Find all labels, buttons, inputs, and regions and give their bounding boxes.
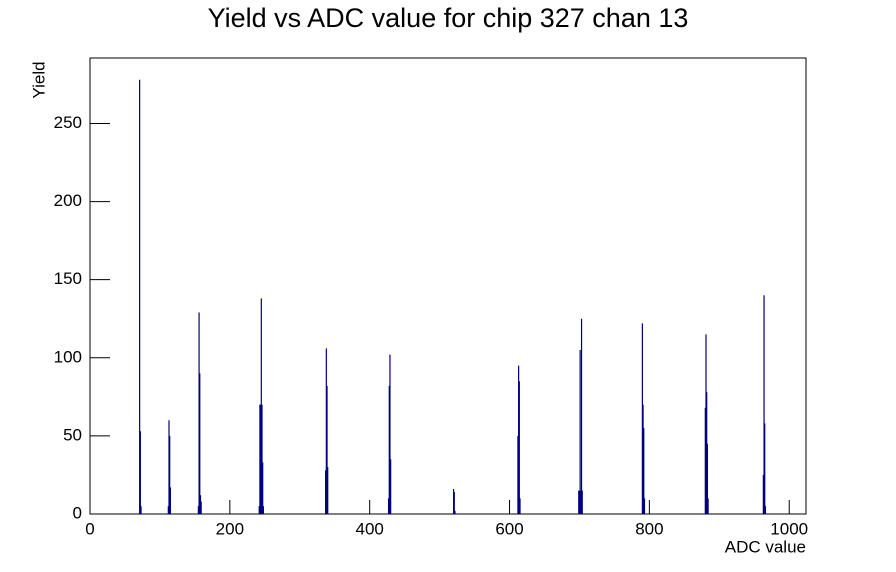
y-axis-label: Yield (29, 61, 48, 98)
y-tick-label: 250 (54, 113, 82, 132)
y-tick-label: 0 (73, 503, 82, 522)
y-tick-label: 100 (54, 347, 82, 366)
x-tick-label: 0 (85, 519, 94, 538)
x-axis-label: ADC value (725, 537, 806, 556)
x-tick-label: 400 (356, 519, 384, 538)
x-tick-label: 800 (635, 519, 663, 538)
x-tick-label: 1000 (770, 519, 808, 538)
y-tick-label: 50 (63, 425, 82, 444)
plot-frame (89, 57, 807, 515)
y-tick-label: 150 (54, 269, 82, 288)
chart-title: Yield vs ADC value for chip 327 chan 13 (208, 3, 689, 33)
x-tick-label: 200 (216, 519, 244, 538)
x-tick-label: 600 (495, 519, 523, 538)
y-tick-label: 200 (54, 191, 82, 210)
